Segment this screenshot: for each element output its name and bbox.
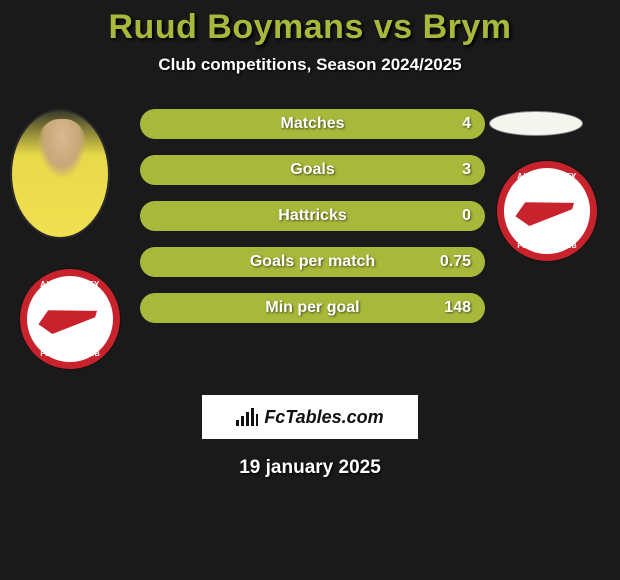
player-left-avatar [10, 109, 110, 239]
player-right-avatar [489, 111, 583, 136]
club-badge-left-circle: ALMERE CITY FOOTBALL CLUB [20, 269, 120, 369]
main-area: ALMERE CITY FOOTBALL CLUB ALMERE CITY FO… [0, 109, 620, 369]
stat-bar: Goals 3 [140, 155, 485, 185]
stat-bars: Matches 4 Goals 3 Hattricks 0 Goals per … [140, 109, 485, 339]
subtitle: Club competitions, Season 2024/2025 [0, 55, 620, 75]
stat-label: Min per goal [265, 299, 359, 317]
stat-value: 4 [462, 115, 471, 133]
club-badge-top-text: ALMERE CITY [517, 172, 577, 181]
stat-value: 3 [462, 161, 471, 179]
stat-bar: Goals per match 0.75 [140, 247, 485, 277]
stat-label: Hattricks [278, 207, 346, 225]
date-text: 19 january 2025 [0, 457, 620, 479]
club-badge-bottom-text: FOOTBALL CLUB [40, 351, 99, 358]
club-badge-bottom-text: FOOTBALL CLUB [517, 243, 576, 250]
club-badge-right: ALMERE CITY FOOTBALL CLUB [497, 161, 597, 261]
bar-chart-icon [236, 408, 258, 426]
stat-bar: Hattricks 0 [140, 201, 485, 231]
brand-name: FcTables.com [264, 407, 383, 428]
stat-bar: Min per goal 148 [140, 293, 485, 323]
club-badge-left: ALMERE CITY FOOTBALL CLUB [20, 269, 120, 369]
stat-label: Goals [290, 161, 334, 179]
stat-label: Goals per match [250, 253, 375, 271]
page-title: Ruud Boymans vs Brym [0, 8, 620, 47]
stat-bar: Matches 4 [140, 109, 485, 139]
brand-logo-box[interactable]: FcTables.com [202, 395, 418, 439]
stat-value: 0.75 [440, 253, 471, 271]
club-badge-top-text: ALMERE CITY [40, 280, 100, 289]
comparison-card: Ruud Boymans vs Brym Club competitions, … [0, 0, 620, 479]
stat-value: 148 [444, 299, 471, 317]
stat-value: 0 [462, 207, 471, 225]
club-badge-right-circle: ALMERE CITY FOOTBALL CLUB [497, 161, 597, 261]
stat-label: Matches [280, 115, 344, 133]
